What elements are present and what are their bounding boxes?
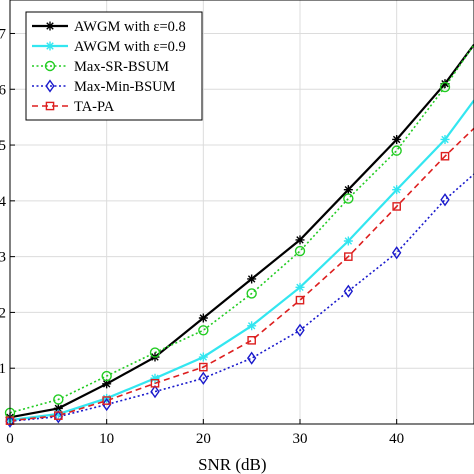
y-tick-label: 3 [0,250,6,266]
series-marker-3 [391,145,402,156]
series-marker-2 [392,185,402,195]
series-marker-5 [54,411,63,420]
series-marker-4 [101,397,112,412]
y-tick-label: 6 [0,82,7,98]
series-marker-5 [295,295,305,305]
x-axis-title: SNR (dB) [198,455,266,474]
series-marker-4 [343,284,354,298]
legend-marker-3 [44,60,56,72]
series-marker-2 [343,236,353,246]
series-line-5 [9,127,474,422]
series-marker-1 [102,379,112,389]
legend-label-5: TA-PA [74,99,115,115]
series-marker-2 [150,373,160,383]
series-marker-3 [149,347,161,358]
legend-label-3: Max-SR-BSUM [74,59,169,75]
y-tick-label: 4 [0,194,7,210]
series-marker-4 [440,193,450,207]
y-tick-label: 5 [0,138,6,154]
series-marker-3 [198,325,209,336]
series-marker-5 [199,362,208,372]
plot-frame [9,0,474,425]
legend-label-4: Max-Min-BSUM [74,79,176,95]
legend-marker-2 [45,41,55,51]
x-tick-label: 10 [99,431,114,447]
series-marker-1 [198,313,208,323]
y-tick-label: 1 [0,361,6,377]
axis-ticks: 0 10 20 30 40 1 2 3 4 5 6 7 [0,26,404,447]
legend-marker-4 [45,79,55,93]
series-marker-5 [247,336,256,345]
series-marker-2 [440,134,450,144]
x-tick-label: 30 [293,431,308,447]
legend-marker-5 [45,101,55,111]
y-tick-label: 2 [0,305,6,321]
series-marker-1 [392,134,402,144]
y-tick-label: 7 [0,26,7,42]
series-markers [4,79,451,428]
series-marker-3 [343,193,354,204]
series-marker-1 [53,403,63,413]
series-marker-2 [198,352,208,362]
series-marker-1 [440,79,450,89]
series-marker-4 [53,410,64,424]
series-marker-1 [295,235,305,245]
series-line-2 [9,99,474,422]
x-tick-label: 0 [6,431,14,447]
series-marker-2 [53,409,63,419]
series-marker-3 [294,245,306,257]
x-tick-label: 20 [196,431,211,447]
legend-marker-1 [45,21,55,31]
series-marker-4 [391,246,402,260]
series-marker-1 [343,185,353,195]
legend-label-1: AWGM with ε=0.8 [74,19,186,35]
legend-label-2: AWGM with ε=0.9 [74,39,186,55]
series-marker-4 [295,323,305,337]
series-marker-4 [198,371,209,385]
series-marker-3 [246,288,257,299]
series-marker-4 [246,351,257,365]
series-marker-3 [101,370,112,382]
series-line-3 [9,44,474,414]
series-marker-4 [150,385,160,399]
series-marker-2 [295,282,305,292]
series-marker-5 [102,396,111,405]
series-marker-4 [5,414,15,428]
series-marker-3 [439,81,451,93]
series-marker-5 [392,202,401,211]
series-marker-5 [150,378,160,388]
series-marker-1 [247,274,257,284]
series-marker-2 [247,321,257,331]
series-marker-5 [344,252,353,261]
series-line-4 [9,173,474,422]
x-tick-label: 40 [389,431,404,447]
series-marker-3 [53,394,64,405]
legend: AWGM with ε=0.8 AWGM with ε=0.9 Max-SR-BSU… [25,11,203,121]
series-marker-5 [440,151,450,161]
